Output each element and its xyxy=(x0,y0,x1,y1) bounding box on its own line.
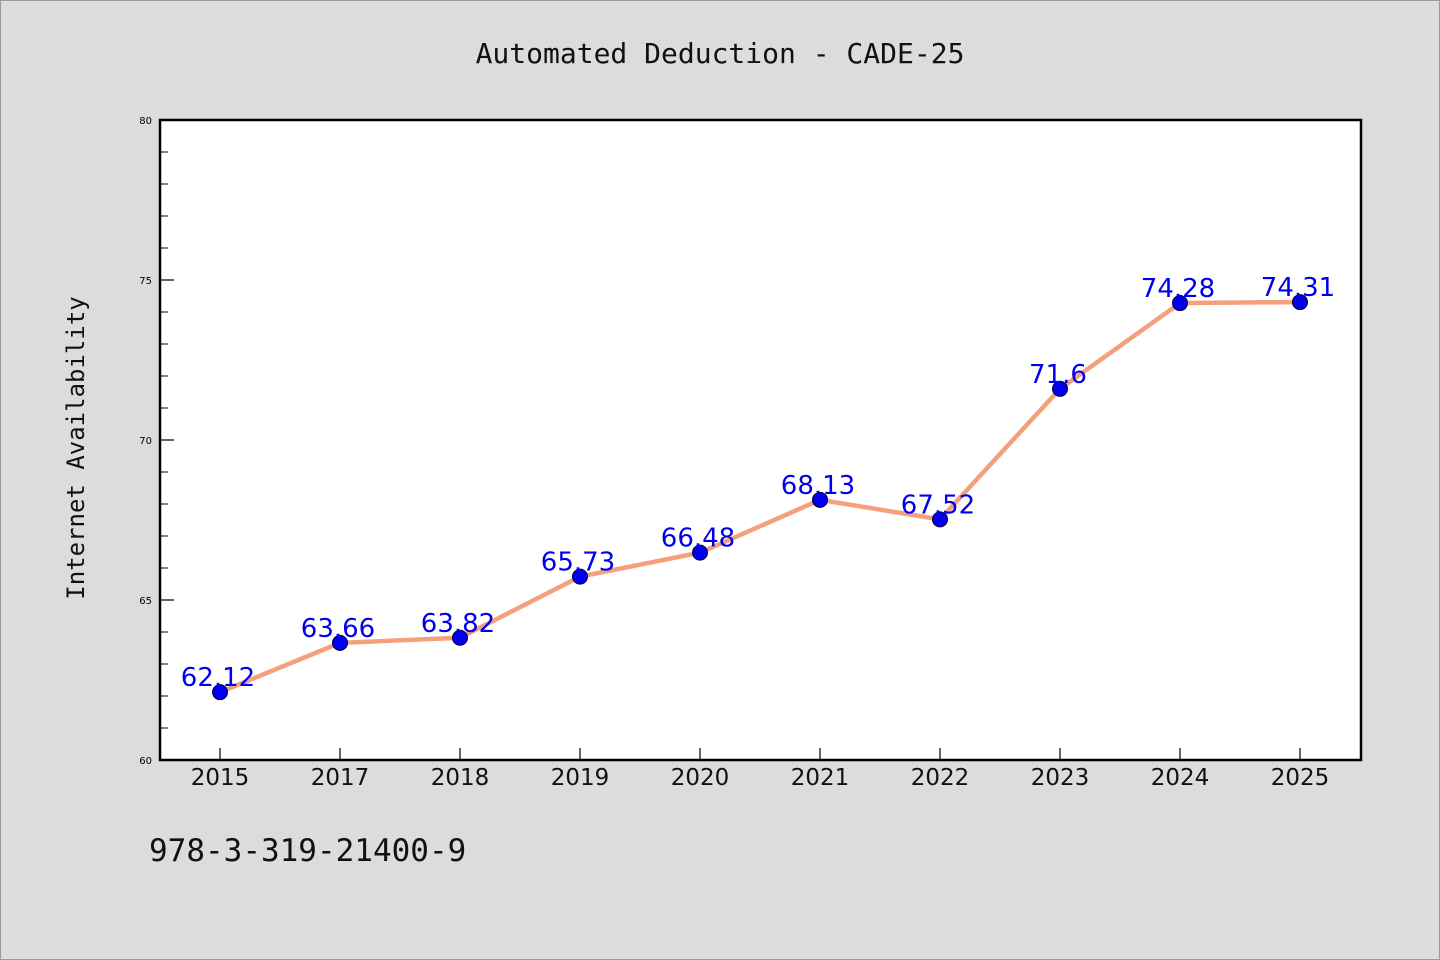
data-label: 63.82 xyxy=(421,609,495,639)
series-layer: 62.12 63.66 63.82 65.73 66.48 68.13 67.52 71.6 7… xyxy=(181,273,1335,701)
y-tick-label: 70 xyxy=(139,436,152,447)
data-point xyxy=(572,568,588,585)
data-point xyxy=(1052,380,1068,397)
x-tick-label: 2025 xyxy=(1271,765,1330,791)
data-point xyxy=(332,634,348,651)
x-tick-label: 2022 xyxy=(911,765,970,791)
y-axis-label: Internet Availability xyxy=(62,296,90,599)
x-axis-ticks: 2015 2017 2018 2019 2020 2021 2022 2023 2024 2025 xyxy=(191,748,1330,791)
y-axis-ticks: 60 65 70 75 80 xyxy=(139,116,174,767)
data-label: 67.52 xyxy=(901,490,975,520)
x-tick-label: 2021 xyxy=(791,765,850,791)
x-tick-label: 2023 xyxy=(1031,765,1090,791)
y-minor-ticks xyxy=(160,151,168,729)
data-label: 65.73 xyxy=(541,548,615,578)
series-line xyxy=(217,299,1303,695)
data-point xyxy=(812,491,828,508)
y-tick-label: 75 xyxy=(139,276,152,287)
data-label: 68.13 xyxy=(781,471,855,501)
x-tick-label: 2020 xyxy=(671,765,730,791)
data-label: 66.48 xyxy=(661,524,735,554)
data-label: 74.28 xyxy=(1141,274,1215,304)
data-point xyxy=(1172,295,1188,312)
data-point xyxy=(692,544,708,561)
x-tick-label: 2019 xyxy=(551,765,610,791)
data-label: 62.12 xyxy=(181,663,255,693)
x-tick-label: 2015 xyxy=(191,765,250,791)
data-label: 74.31 xyxy=(1261,273,1335,303)
chart-title: Automated Deduction - CADE-25 xyxy=(476,37,965,70)
y-tick-label: 65 xyxy=(139,596,152,607)
y-tick-label: 80 xyxy=(139,116,152,127)
y-tick-label: 60 xyxy=(139,756,152,767)
data-point xyxy=(1292,294,1308,311)
x-tick-label: 2024 xyxy=(1151,765,1210,791)
data-label: 63.66 xyxy=(301,614,375,644)
data-point xyxy=(452,629,468,646)
data-point xyxy=(932,511,948,528)
x-tick-label: 2018 xyxy=(431,765,490,791)
data-point xyxy=(212,684,228,701)
footnote-isbn: 978-3-319-21400-9 xyxy=(149,833,467,869)
x-tick-label: 2017 xyxy=(311,765,370,791)
plot-area xyxy=(158,118,1363,762)
data-label: 71.6 xyxy=(1029,360,1087,390)
